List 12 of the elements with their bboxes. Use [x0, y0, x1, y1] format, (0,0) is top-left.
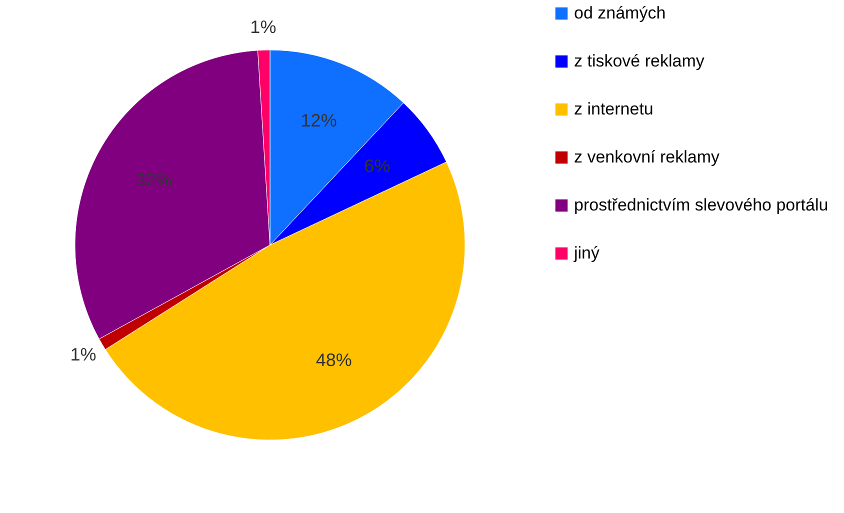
- legend-label: z internetu: [574, 100, 654, 118]
- legend-label: z tiskové reklamy: [574, 52, 705, 70]
- legend-label: z venkovní reklamy: [574, 148, 720, 166]
- data-label: 48%: [316, 350, 352, 370]
- data-label: 1%: [250, 17, 276, 38]
- data-label: 6%: [364, 156, 390, 176]
- legend-label: prostřednictvím slevového portálu: [574, 196, 828, 214]
- data-label: 32%: [136, 170, 172, 190]
- legend-label: jiný: [573, 244, 600, 262]
- legend-label: od známých: [574, 4, 666, 22]
- data-label: 12%: [300, 110, 337, 131]
- data-label: 1%: [70, 344, 96, 364]
